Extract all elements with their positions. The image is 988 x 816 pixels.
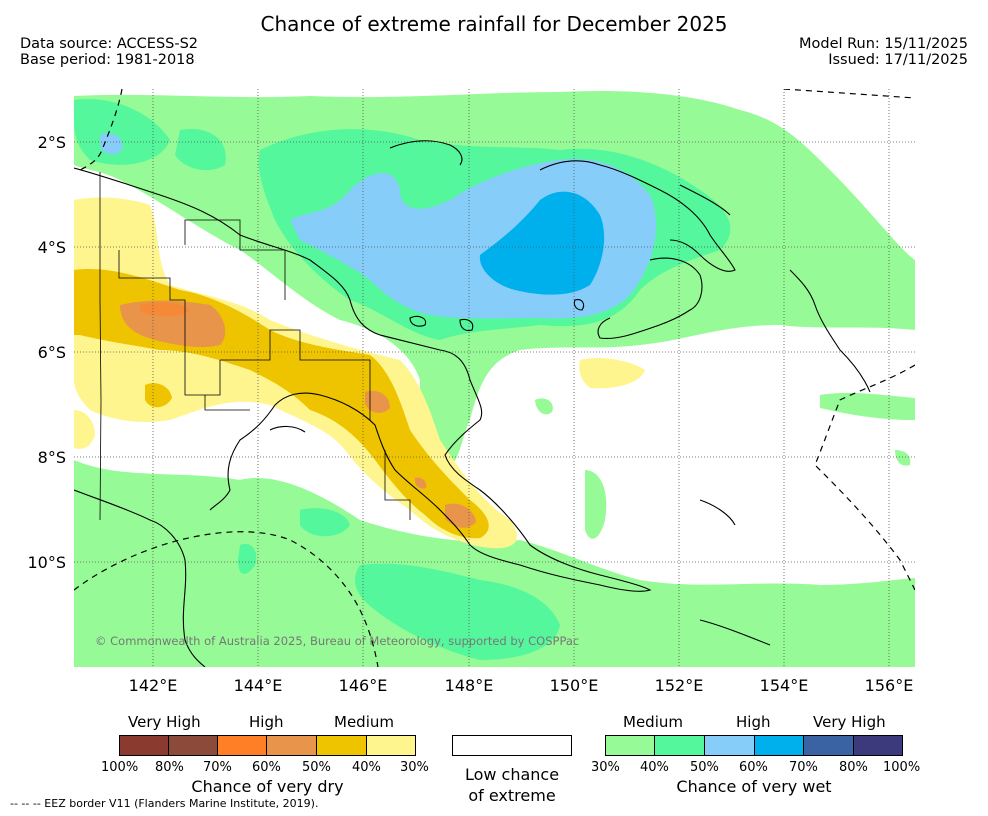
wet-header-very-high: Very High	[813, 713, 886, 731]
lon-tick: 156°E	[865, 676, 914, 695]
lon-tick: 144°E	[234, 676, 283, 695]
wet-tick: 80%	[839, 760, 868, 775]
dry-tick: 50%	[302, 760, 331, 775]
lon-tick: 154°E	[760, 676, 809, 695]
issued-date: Issued: 17/11/2025	[828, 52, 968, 68]
low-chance-line2: of extreme	[468, 786, 556, 805]
lat-tick: 6°S	[38, 343, 66, 362]
dry-swatch-2	[168, 735, 218, 756]
lon-tick: 148°E	[445, 676, 494, 695]
wet-tick: 40%	[640, 760, 669, 775]
dry-tick: 60%	[252, 760, 281, 775]
data-source: Data source: ACCESS-S2	[20, 36, 199, 52]
wet-swatch-6	[853, 735, 903, 756]
map-title: Chance of extreme rainfall for December …	[260, 12, 728, 36]
dry-swatch-6	[366, 735, 416, 756]
wet-tick: 70%	[789, 760, 818, 775]
low-chance-swatch	[452, 735, 572, 756]
wet-swatch-4	[754, 735, 804, 756]
wet-tick: 30%	[591, 760, 620, 775]
wet-swatch-1	[605, 735, 655, 756]
lat-tick: 4°S	[38, 238, 66, 257]
lat-ticks: 2°S 4°S 6°S 8°S 10°S	[27, 133, 66, 572]
dry-header-high: High	[249, 713, 284, 731]
wet-swatch-2	[654, 735, 705, 756]
low-chance-caption: Low chance of extreme	[432, 764, 592, 806]
dry-header-very-high: Very High	[128, 713, 201, 731]
dry-tick: 70%	[203, 760, 232, 775]
model-run: Model Run: 15/11/2025	[798, 36, 968, 52]
lon-ticks: 142°E 144°E 146°E 148°E 150°E 152°E 154°…	[129, 676, 914, 695]
base-period: Base period: 1981-2018	[20, 52, 195, 68]
wet-tick: 60%	[739, 760, 768, 775]
lon-tick: 142°E	[129, 676, 178, 695]
coastlines	[74, 140, 871, 667]
lon-tick: 146°E	[339, 676, 388, 695]
wet-caption: Chance of very wet	[676, 777, 832, 796]
lon-tick: 152°E	[655, 676, 704, 695]
low-chance-line1: Low chance	[464, 765, 560, 784]
wet-header-high: High	[736, 713, 771, 731]
meta-left: Data source: ACCESS-S2 Base period: 1981…	[20, 36, 198, 68]
eez-footnote: -- -- -- EEZ border V11 (Flanders Marine…	[10, 797, 319, 810]
dry-tick: 40%	[352, 760, 381, 775]
dry-swatch-4	[266, 735, 317, 756]
lat-tick: 10°S	[27, 553, 66, 572]
dry-tick: 100%	[101, 760, 139, 775]
meta-right: Model Run: 15/11/2025 Issued: 17/11/2025	[799, 36, 968, 68]
map-layers	[74, 89, 915, 667]
dry-swatch-3	[217, 735, 267, 756]
wet-60-region	[479, 191, 605, 295]
dry-swatch-1	[119, 735, 169, 756]
gridlines	[74, 89, 915, 667]
dry-tick: 30%	[400, 760, 429, 775]
lat-tick: 8°S	[38, 448, 66, 467]
dry-70-region	[140, 302, 190, 317]
wet-tick: 100%	[883, 760, 921, 775]
dry-caption: Chance of very dry	[191, 777, 344, 796]
dry-tick: 80%	[155, 760, 184, 775]
wet-header-medium: Medium	[623, 713, 683, 731]
wet-swatch-5	[803, 735, 854, 756]
eez-borders	[74, 89, 915, 667]
province-borders	[99, 172, 411, 521]
dry-swatch-5	[316, 735, 367, 756]
wet-swatch-3	[704, 735, 755, 756]
lon-tick: 150°E	[550, 676, 599, 695]
lat-tick: 2°S	[38, 133, 66, 152]
dry-header-medium: Medium	[334, 713, 394, 731]
copyright-text: © Commonwealth of Australia 2025, Bureau…	[95, 634, 579, 648]
wet-tick: 50%	[690, 760, 719, 775]
